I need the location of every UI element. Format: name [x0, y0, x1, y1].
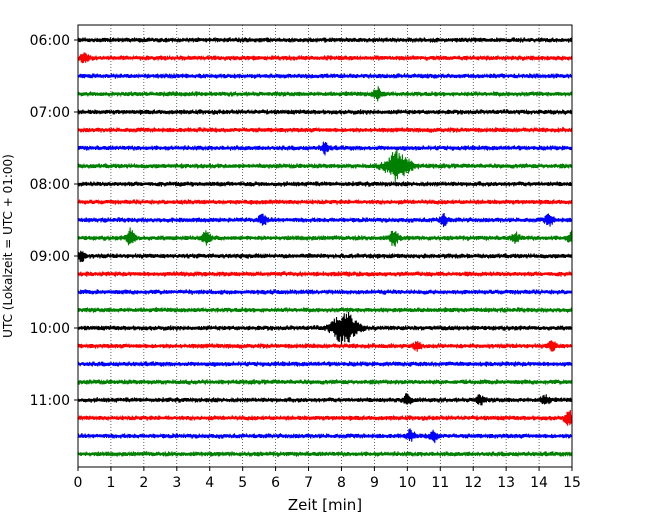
y-tick-label: 09:00: [30, 249, 70, 265]
trace-0615: [77, 52, 573, 64]
x-tick-label: 14: [530, 475, 548, 491]
x-axis-label: Zeit [min]: [288, 496, 362, 514]
seismogram-traces: [77, 36, 573, 458]
trace-0845: [77, 227, 573, 247]
x-tick-label: 8: [337, 475, 346, 491]
trace-0945: [77, 306, 573, 314]
x-tick-label: 9: [370, 475, 379, 491]
trace-1100: [77, 393, 573, 406]
y-axis: 06:00 07:00 08:00 09:00 10:00 11:00: [30, 33, 78, 409]
y-tick-label: 06:00: [30, 33, 70, 49]
x-tick-label: 0: [74, 475, 83, 491]
x-tick-label: 11: [431, 475, 449, 491]
trace-0730: [77, 141, 573, 156]
x-tick-label: 13: [497, 475, 515, 491]
trace-0645: [77, 86, 573, 102]
trace-1115: [77, 410, 573, 426]
x-tick-label: 7: [304, 475, 313, 491]
trace-0915: [77, 270, 573, 278]
x-tick-label: 2: [139, 475, 148, 491]
trace-0830: [77, 212, 573, 228]
trace-0700: [77, 108, 573, 116]
y-tick-label: 07:00: [30, 105, 70, 121]
trace-0815: [77, 198, 573, 206]
x-tick-label: 3: [172, 475, 181, 491]
x-tick-label: 15: [563, 475, 581, 491]
y-tick-label: 08:00: [30, 177, 70, 193]
trace-0630: [77, 72, 573, 80]
trace-0745: [77, 149, 573, 183]
trace-1015: [77, 340, 573, 352]
x-tick-label: 6: [271, 475, 280, 491]
trace-1145: [77, 450, 573, 458]
trace-0930: [77, 288, 573, 296]
y-tick-label: 10:00: [30, 321, 70, 337]
trace-1000: [77, 312, 573, 346]
plot-frame: [77, 24, 573, 468]
x-tick-label: 10: [398, 475, 416, 491]
x-axis: 0 1 2 3 4 5 6 7 8 9 10 11 12 13 14 15: [74, 467, 581, 491]
trace-1130: [77, 428, 573, 444]
trace-1045: [77, 378, 573, 386]
x-tick-label: 5: [238, 475, 247, 491]
trace-0900: [77, 250, 573, 263]
trace-0800: [77, 180, 573, 188]
trace-1030: [77, 360, 573, 368]
y-tick-label: 11:00: [30, 393, 70, 409]
x-tick-label: 1: [106, 475, 115, 491]
y-axis-label: UTC (Lokalzeit = UTC + 01:00): [1, 154, 15, 338]
trace-0600: [77, 36, 573, 44]
x-tick-label: 4: [205, 475, 214, 491]
x-tick-label: 12: [464, 475, 482, 491]
trace-0715: [77, 126, 573, 134]
